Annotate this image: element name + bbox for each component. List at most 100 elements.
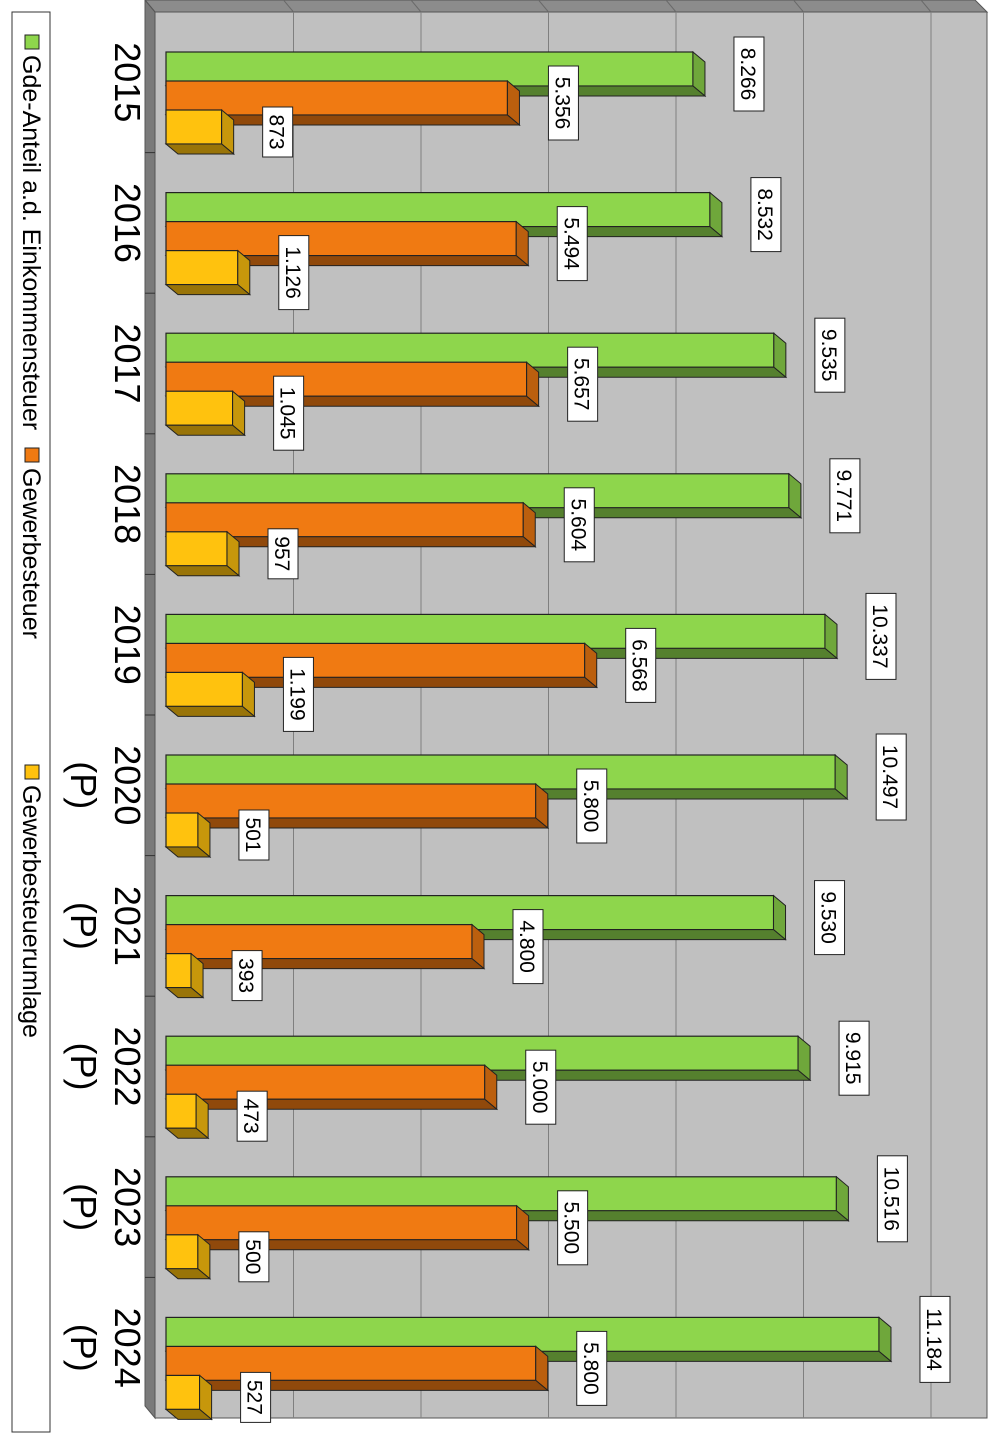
bar-1-7 <box>164 1064 499 1111</box>
bar-2-6 <box>164 952 205 999</box>
data-label-box <box>567 346 599 422</box>
data-label: 5.657 <box>570 358 593 411</box>
data-label-2-5: 501 <box>238 809 270 861</box>
category-tick-label: (P) <box>63 902 104 950</box>
category-tick-label: 2022 <box>107 1026 148 1106</box>
data-label-box <box>525 1049 557 1125</box>
data-label: 957 <box>270 536 293 571</box>
data-label-0-1: 8.532 <box>750 177 782 253</box>
bar-1-6 <box>164 923 486 970</box>
category-tick-label: 2015 <box>107 42 148 122</box>
category-tick-label: (P) <box>63 1043 104 1091</box>
data-label-2-9: 527 <box>240 1371 272 1423</box>
bar-side <box>164 1127 210 1139</box>
data-label: 9.530 <box>817 891 840 944</box>
bar-front <box>165 1064 486 1100</box>
data-label-box <box>865 592 897 680</box>
bar-front <box>165 390 234 426</box>
data-label-0-6: 9.530 <box>814 880 846 956</box>
legend-swatch <box>24 764 40 780</box>
bar-1-3 <box>164 501 537 548</box>
data-label-1-3: 5.604 <box>563 487 595 563</box>
bar-front <box>165 109 223 145</box>
bar-1-1 <box>164 220 530 267</box>
gridline-side <box>410 0 422 13</box>
data-label: 10.337 <box>868 604 891 668</box>
bar-side <box>164 1268 212 1280</box>
bar-2-8 <box>164 1233 212 1280</box>
category-tick-label: 2023 <box>107 1167 148 1247</box>
data-label-1-5: 5.800 <box>576 768 608 844</box>
data-label: 10.497 <box>878 745 901 809</box>
data-label-box <box>282 656 314 732</box>
bar-side <box>164 1408 213 1420</box>
category-tick-label: (P) <box>63 1183 104 1231</box>
data-label: 5.604 <box>566 499 589 552</box>
data-label-box <box>273 375 305 451</box>
category-tick-label: 2018 <box>107 464 148 544</box>
data-label-box <box>576 768 608 844</box>
bar-2-1 <box>164 249 252 296</box>
data-label: 10.516 <box>879 1167 902 1231</box>
data-label-box <box>875 733 907 821</box>
data-label: 5.800 <box>579 1342 602 1395</box>
gridline-side <box>665 0 677 13</box>
bar-2-0 <box>164 108 236 156</box>
category-tick-label: 2020 <box>107 745 148 825</box>
data-label: 5.500 <box>560 1202 583 1255</box>
category-tick-label: (P) <box>63 761 104 809</box>
bar-front <box>165 812 199 848</box>
data-label-0-4: 10.337 <box>865 592 897 680</box>
data-label: 4.800 <box>515 920 538 973</box>
gridline-side <box>538 0 549 13</box>
bar-2-3 <box>164 530 241 577</box>
data-label-2-7: 473 <box>236 1090 268 1142</box>
data-label-box <box>576 1330 608 1406</box>
bar-2-5 <box>164 811 212 859</box>
bar-side <box>164 1379 550 1391</box>
data-label-1-6: 4.800 <box>512 909 544 985</box>
data-label-2-3: 957 <box>267 528 299 580</box>
data-label-box <box>814 880 846 956</box>
legend-entry: Gewerbesteuerumlage <box>17 785 45 1038</box>
legend-swatch <box>24 34 40 50</box>
bar-series-group: 8.266 5.356 873 8.532 5.494 1.126 9.535 5.657 1.… <box>164 36 951 1423</box>
legend: Gde-Anteil a.d. Einkommensteuer Gewerbest… <box>11 11 51 1433</box>
bar-1-0 <box>164 79 521 127</box>
bar-1-5 <box>164 782 550 830</box>
data-label-box <box>512 909 544 985</box>
bar-front <box>165 1205 518 1241</box>
chart-rotated-group: 8.266 5.356 873 8.532 5.494 1.126 9.535 5.657 1.… <box>11 0 989 1433</box>
data-label-0-7: 9.915 <box>838 1020 870 1096</box>
data-label: 1.199 <box>285 668 308 721</box>
data-label-box <box>563 487 595 563</box>
bar-2-2 <box>164 390 246 437</box>
bar-front <box>165 783 537 819</box>
data-label: 8.266 <box>736 48 759 101</box>
gridline-side <box>793 0 804 13</box>
data-label-box <box>236 1090 268 1142</box>
data-label-0-2: 9.535 <box>814 317 846 393</box>
data-label-box <box>829 458 861 534</box>
data-label-box <box>267 528 299 580</box>
data-label-2-2: 1.045 <box>273 375 305 451</box>
data-label: 5.494 <box>559 217 582 270</box>
category-tick-label: (P) <box>63 1324 104 1372</box>
data-label: 1.045 <box>276 387 299 440</box>
data-label: 501 <box>241 817 264 852</box>
bar-side <box>164 817 550 829</box>
data-label-2-4: 1.199 <box>282 656 314 732</box>
data-label-box <box>238 1231 270 1283</box>
data-label-1-4: 6.568 <box>625 627 657 703</box>
data-label-0-5: 10.497 <box>875 733 907 821</box>
data-label: 1.126 <box>281 246 304 299</box>
bar-front <box>165 952 192 989</box>
bar-side <box>164 705 256 717</box>
data-label-box <box>876 1155 908 1243</box>
data-label-1-8: 5.500 <box>557 1190 589 1266</box>
bar-side <box>164 846 212 858</box>
gridline-side <box>283 0 294 13</box>
category-tick-label: 2019 <box>107 605 148 685</box>
bar-front <box>165 531 228 567</box>
data-label: 5.356 <box>550 77 573 130</box>
